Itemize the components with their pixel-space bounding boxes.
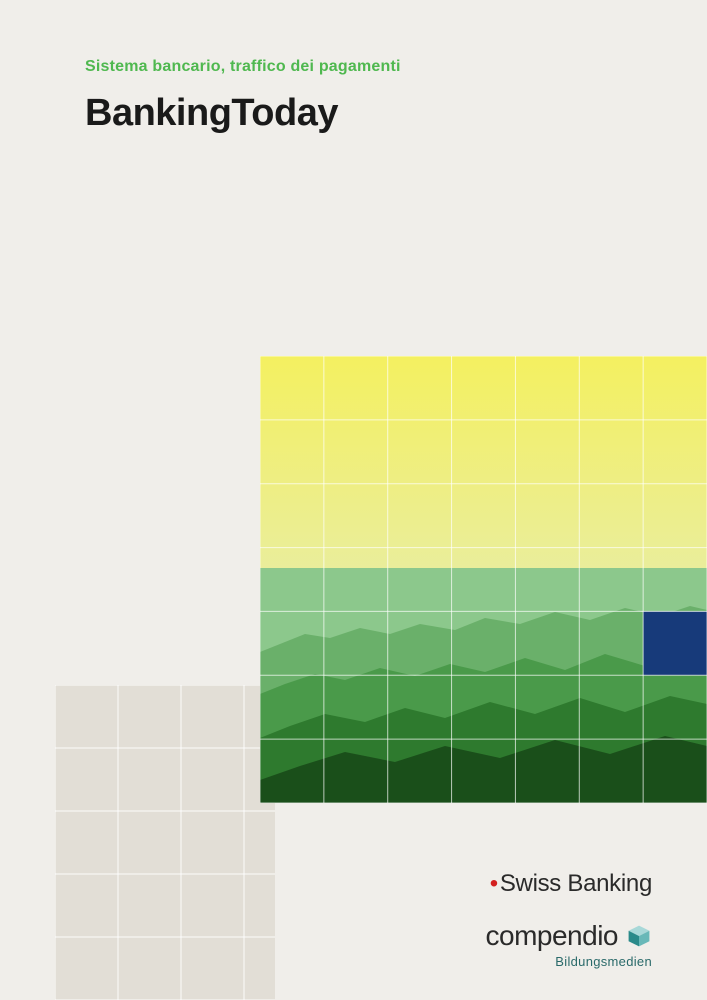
compendio-text: compendio bbox=[486, 920, 618, 952]
swiss-dot-icon: • bbox=[490, 870, 498, 897]
compendio-logo: compendio bbox=[486, 920, 652, 952]
swiss-banking-logo: •Swiss Banking bbox=[486, 870, 652, 898]
secondary-grid-decoration bbox=[55, 685, 275, 1000]
compendio-subtitle: Bildungsmedien bbox=[486, 954, 652, 969]
mountain-artwork bbox=[260, 356, 707, 803]
cube-icon bbox=[626, 923, 652, 949]
publisher-logos: •Swiss Banking compendio Bildungsmedien bbox=[486, 870, 652, 969]
document-title: BankingToday bbox=[85, 92, 338, 135]
document-subtitle: Sistema bancario, traffico dei pagamenti bbox=[85, 58, 401, 76]
swiss-banking-text: Swiss Banking bbox=[500, 870, 652, 897]
